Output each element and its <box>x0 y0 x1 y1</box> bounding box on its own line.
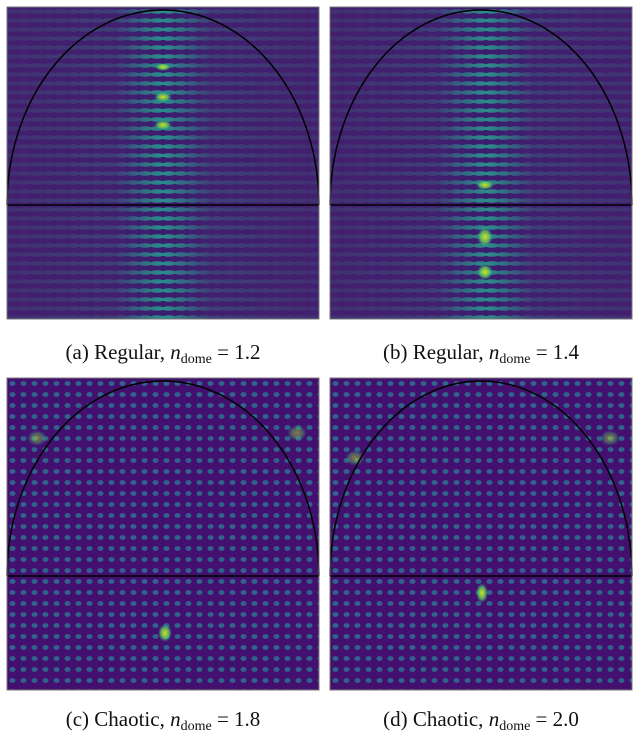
caption-regime: Regular, <box>94 340 165 364</box>
page: {"panels": [ {"label": "(a)", "regime": … <box>0 0 636 735</box>
caption: (d) Chaotic, ndome = 2.0 <box>383 707 579 735</box>
caption-subscript: dome <box>499 719 530 734</box>
caption-symbol: n <box>489 707 500 731</box>
caption-label: (c) <box>66 707 89 731</box>
caption-label: (b) <box>383 340 408 364</box>
caption-symbol: n <box>170 707 181 731</box>
caption-relation: = 1.2 <box>217 340 260 364</box>
figure: (a) Regular, ndome = 1.2 (b) Regular, nd… <box>0 0 636 735</box>
panel-d <box>330 378 632 690</box>
caption: (a) Regular, ndome = 1.2 <box>66 340 261 368</box>
caption-label: (d) <box>383 707 408 731</box>
caption-subscript: dome <box>181 352 212 367</box>
panel-b <box>330 7 632 319</box>
panel-c <box>7 378 319 690</box>
caption-symbol: n <box>170 340 181 364</box>
caption-relation: = 1.8 <box>217 707 260 731</box>
caption-label: (a) <box>66 340 89 364</box>
caption-symbol: n <box>489 340 500 364</box>
caption: (b) Regular, ndome = 1.4 <box>383 340 580 368</box>
caption-subscript: dome <box>499 352 530 367</box>
caption-subscript: dome <box>181 719 212 734</box>
caption-regime: Chaotic, <box>413 707 484 731</box>
caption-relation: = 1.4 <box>536 340 580 364</box>
caption-regime: Regular, <box>413 340 484 364</box>
caption-relation: = 2.0 <box>536 707 579 731</box>
caption: (c) Chaotic, ndome = 1.8 <box>66 707 261 735</box>
panel-a <box>7 7 319 319</box>
caption-regime: Chaotic, <box>94 707 165 731</box>
